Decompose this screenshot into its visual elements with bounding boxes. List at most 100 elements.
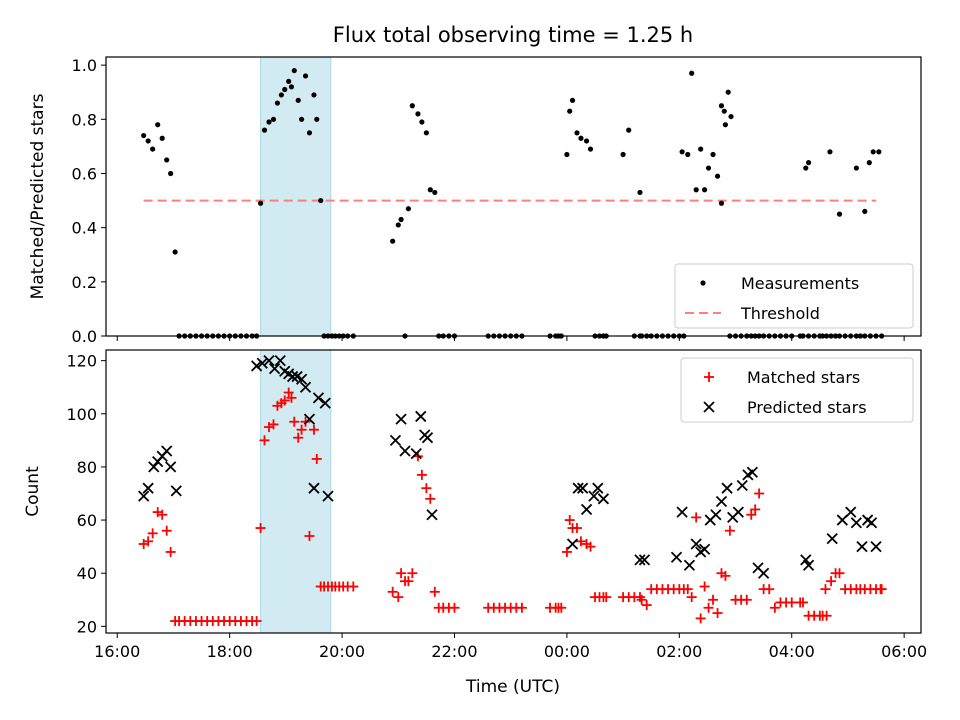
y-tick-label: 20 <box>77 617 97 636</box>
data-point-b <box>865 517 878 529</box>
data-point <box>304 531 315 542</box>
data-point <box>314 116 320 122</box>
data-point <box>750 504 761 515</box>
data-point <box>850 517 862 529</box>
data-point-b <box>308 482 320 494</box>
data-point <box>620 151 626 158</box>
highlight-span <box>260 56 332 337</box>
data-point <box>250 360 263 372</box>
data-point <box>626 127 632 133</box>
data-point-b <box>732 506 744 518</box>
data-point <box>423 130 429 136</box>
data-point <box>421 432 434 444</box>
legend-marker-b <box>703 401 715 413</box>
data-point <box>407 568 418 579</box>
data-point <box>256 357 268 369</box>
data-point <box>416 469 427 480</box>
data-point-b <box>850 517 862 529</box>
x-tick-label: 06:00 <box>881 642 927 661</box>
data-point <box>746 466 759 478</box>
data-point <box>300 416 311 427</box>
axes-frame <box>105 349 922 634</box>
data-point <box>409 103 415 109</box>
data-point <box>396 568 407 579</box>
data-point <box>425 493 436 504</box>
data-point <box>702 187 708 193</box>
data-point <box>797 597 808 608</box>
data-point-b <box>580 503 593 516</box>
data-point <box>302 73 309 79</box>
data-point-b <box>757 567 770 579</box>
data-point <box>683 559 696 571</box>
legend-marker <box>700 280 706 286</box>
data-point <box>725 89 731 95</box>
data-point <box>691 512 702 523</box>
data-point <box>286 78 292 84</box>
data-point <box>295 373 308 385</box>
data-point <box>574 130 580 136</box>
data-point <box>567 108 573 114</box>
data-point <box>299 116 305 122</box>
data-point <box>803 165 809 171</box>
data-point <box>875 584 886 595</box>
data-point <box>150 146 156 152</box>
data-point <box>516 602 527 613</box>
data-point <box>286 370 299 383</box>
data-point <box>306 130 313 136</box>
data-point-b <box>566 538 579 550</box>
data-point <box>157 509 168 520</box>
data-point <box>410 447 422 460</box>
data-point-b <box>736 479 748 492</box>
data-point <box>705 165 712 171</box>
data-point <box>698 543 711 555</box>
data-point-b <box>861 514 874 526</box>
data-point-b <box>634 554 646 566</box>
data-point-b <box>597 493 610 505</box>
data-point <box>580 503 593 516</box>
data-point-b <box>291 370 303 383</box>
data-point-b <box>670 551 683 563</box>
data-point <box>172 249 178 255</box>
data-point <box>764 584 775 595</box>
data-point <box>601 592 612 603</box>
data-point <box>682 584 693 595</box>
data-point <box>263 354 275 367</box>
data-point <box>641 600 652 611</box>
data-point <box>676 506 688 518</box>
y-tick-label: 0.4 <box>72 219 97 238</box>
data-point <box>168 170 174 177</box>
data-point <box>592 482 604 494</box>
y-tick-label: 100 <box>66 405 97 424</box>
data-point <box>268 419 279 430</box>
chart-title: Flux total observing time = 1.25 h <box>333 23 693 47</box>
data-point <box>800 554 812 566</box>
data-point <box>308 482 320 494</box>
data-point-b <box>752 562 764 574</box>
data-point-b <box>845 506 857 518</box>
data-point-b <box>319 397 331 409</box>
bottom-y-axis-label: Count <box>23 466 43 517</box>
data-point-b <box>721 482 733 494</box>
data-point-b <box>283 368 295 380</box>
data-point-b <box>322 490 334 502</box>
data-point-b <box>415 410 427 423</box>
data-point <box>736 479 748 492</box>
data-point-b <box>800 554 812 566</box>
data-point <box>845 506 857 518</box>
data-point <box>636 594 647 605</box>
data-point <box>257 200 264 206</box>
data-point <box>303 413 316 425</box>
data-point <box>876 149 882 155</box>
data-point <box>164 157 170 163</box>
data-point-b <box>263 354 275 367</box>
data-point <box>141 132 147 139</box>
data-point <box>741 594 752 605</box>
data-point-b <box>746 466 759 478</box>
series-x <box>138 354 882 579</box>
data-point <box>826 533 838 545</box>
data-point <box>746 509 757 520</box>
top-panel: 0.0 0.2 0.4 0.6 0.8 1.0 Measurements Threshold <box>72 56 922 346</box>
data-point <box>286 392 297 403</box>
axes-frame <box>105 56 922 337</box>
data-point <box>138 490 150 502</box>
